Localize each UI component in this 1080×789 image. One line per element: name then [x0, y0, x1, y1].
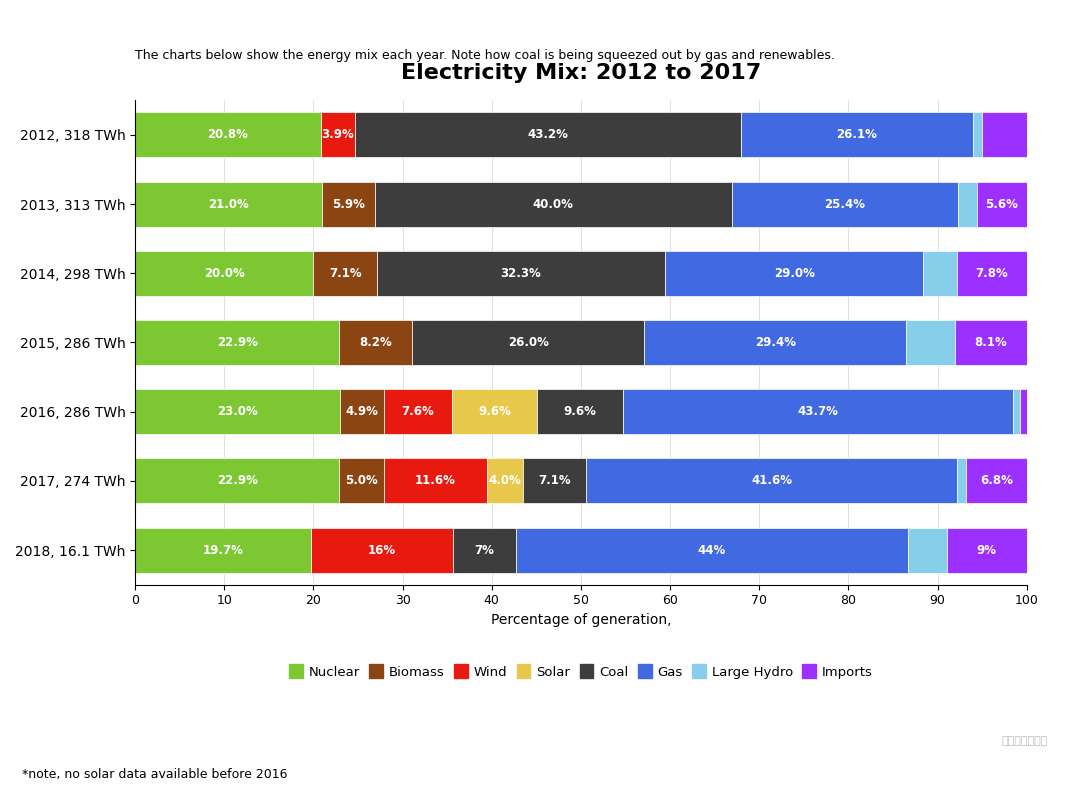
- Text: 26.1%: 26.1%: [837, 129, 877, 141]
- Bar: [487, 458, 523, 503]
- Bar: [135, 251, 313, 296]
- Bar: [313, 251, 377, 296]
- Bar: [355, 112, 741, 157]
- Bar: [958, 181, 977, 226]
- Text: 8.1%: 8.1%: [974, 336, 1007, 349]
- Bar: [322, 181, 375, 226]
- Text: 22.9%: 22.9%: [217, 336, 258, 349]
- Text: 20.8%: 20.8%: [207, 129, 248, 141]
- Bar: [1013, 389, 1020, 434]
- Bar: [967, 458, 1027, 503]
- Text: 7.6%: 7.6%: [402, 406, 434, 418]
- Text: 4.0%: 4.0%: [489, 474, 522, 488]
- Text: 43.7%: 43.7%: [797, 406, 838, 418]
- Text: 7.1%: 7.1%: [538, 474, 571, 488]
- Bar: [339, 320, 413, 365]
- Bar: [586, 458, 957, 503]
- Bar: [955, 320, 1027, 365]
- Text: 16%: 16%: [368, 544, 396, 556]
- Text: 3.9%: 3.9%: [322, 129, 354, 141]
- Text: 7%: 7%: [475, 544, 495, 556]
- Text: 29.0%: 29.0%: [773, 267, 814, 280]
- Text: 7.1%: 7.1%: [328, 267, 362, 280]
- Bar: [377, 251, 665, 296]
- Text: 41.6%: 41.6%: [752, 474, 793, 488]
- Text: 22.9%: 22.9%: [217, 474, 258, 488]
- Title: Electricity Mix: 2012 to 2017: Electricity Mix: 2012 to 2017: [401, 63, 761, 84]
- Bar: [383, 458, 487, 503]
- Bar: [973, 112, 982, 157]
- Text: 4.9%: 4.9%: [346, 406, 378, 418]
- Bar: [340, 389, 383, 434]
- Bar: [906, 320, 955, 365]
- Bar: [977, 181, 1027, 226]
- Text: 5.9%: 5.9%: [333, 197, 365, 211]
- Bar: [135, 181, 322, 226]
- Text: 32.3%: 32.3%: [500, 267, 541, 280]
- Bar: [957, 251, 1027, 296]
- Legend: Nuclear, Biomass, Wind, Solar, Coal, Gas, Large Hydro, Imports: Nuclear, Biomass, Wind, Solar, Coal, Gas…: [282, 659, 879, 686]
- Text: 20.0%: 20.0%: [204, 267, 245, 280]
- Text: 29.4%: 29.4%: [755, 336, 796, 349]
- Bar: [946, 528, 1027, 573]
- Text: 40.0%: 40.0%: [532, 197, 573, 211]
- Text: 25.4%: 25.4%: [824, 197, 865, 211]
- Text: 21.0%: 21.0%: [208, 197, 249, 211]
- Bar: [645, 320, 906, 365]
- Bar: [923, 251, 957, 296]
- Text: 5.0%: 5.0%: [346, 474, 378, 488]
- Bar: [321, 112, 355, 157]
- Text: 43.2%: 43.2%: [527, 129, 568, 141]
- Bar: [731, 181, 958, 226]
- Text: 6.8%: 6.8%: [1034, 406, 1066, 418]
- Bar: [623, 389, 1013, 434]
- Bar: [135, 528, 311, 573]
- Bar: [516, 528, 908, 573]
- Bar: [523, 458, 586, 503]
- Bar: [741, 112, 973, 157]
- Text: The charts below show the energy mix each year. Note how coal is being squeezed : The charts below show the energy mix eac…: [135, 48, 835, 62]
- Text: 8.2%: 8.2%: [360, 336, 392, 349]
- Text: 11.6%: 11.6%: [415, 474, 456, 488]
- Text: 19.7%: 19.7%: [202, 544, 243, 556]
- Text: 9%: 9%: [976, 544, 997, 556]
- Bar: [454, 528, 516, 573]
- Bar: [908, 528, 946, 573]
- Bar: [135, 112, 321, 157]
- Bar: [982, 112, 1027, 157]
- Bar: [1020, 389, 1080, 434]
- Bar: [537, 389, 623, 434]
- Text: *note, no solar data available before 2016: *note, no solar data available before 20…: [22, 768, 287, 781]
- Text: 国际能源小数据: 国际能源小数据: [1001, 735, 1048, 746]
- Bar: [665, 251, 923, 296]
- Bar: [375, 181, 731, 226]
- Bar: [135, 389, 340, 434]
- Bar: [339, 458, 383, 503]
- Text: 9.6%: 9.6%: [478, 406, 511, 418]
- Text: 23.0%: 23.0%: [217, 406, 258, 418]
- Text: 5.6%: 5.6%: [985, 197, 1018, 211]
- Bar: [383, 389, 451, 434]
- Bar: [311, 528, 454, 573]
- Bar: [413, 320, 645, 365]
- Text: 26.0%: 26.0%: [508, 336, 549, 349]
- X-axis label: Percentage of generation,: Percentage of generation,: [490, 613, 671, 627]
- Bar: [451, 389, 537, 434]
- Text: 9.6%: 9.6%: [564, 406, 596, 418]
- Text: 44%: 44%: [698, 544, 726, 556]
- Bar: [957, 458, 967, 503]
- Text: 7.8%: 7.8%: [975, 267, 1009, 280]
- Bar: [135, 458, 339, 503]
- Bar: [135, 320, 339, 365]
- Text: 6.8%: 6.8%: [980, 474, 1013, 488]
